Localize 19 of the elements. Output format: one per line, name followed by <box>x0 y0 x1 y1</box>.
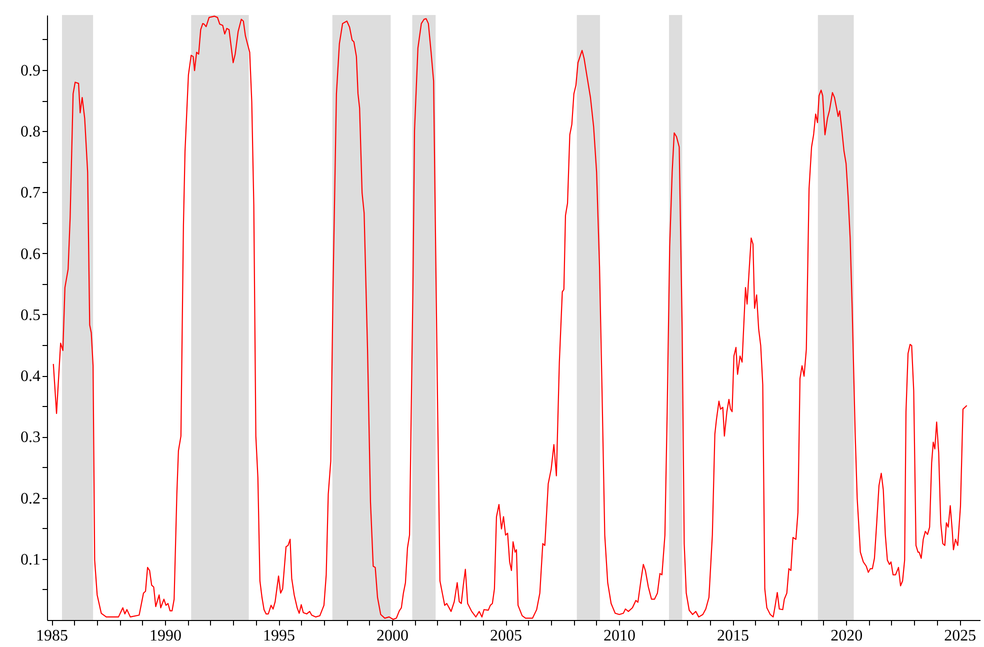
y-tick-label: 0.8 <box>20 124 40 141</box>
x-tick-label: 2000 <box>376 628 409 644</box>
y-tick-label: 0.3 <box>20 429 40 446</box>
y-tick-label: 0.9 <box>20 62 40 80</box>
y-tick-label: 0.5 <box>20 306 40 324</box>
line-series <box>52 16 968 620</box>
y-tick-label: 0.4 <box>20 368 40 386</box>
x-tick-label: 1985 <box>36 628 68 644</box>
y-tick-label: 0.6 <box>20 246 40 263</box>
x-tick-label: 1990 <box>150 628 182 644</box>
y-tick-label: 0.2 <box>20 490 40 508</box>
x-tick-label: 2020 <box>830 628 863 644</box>
x-tick-label: 2025 <box>944 628 976 644</box>
y-tick-label: 0.7 <box>20 184 40 202</box>
x-tick-label: 2010 <box>604 628 636 644</box>
y-tick-label: 0.1 <box>20 551 40 568</box>
x-tick-label: 2005 <box>490 628 522 644</box>
x-tick-label: 1995 <box>263 628 296 644</box>
x-tick-label: 2015 <box>717 628 750 644</box>
